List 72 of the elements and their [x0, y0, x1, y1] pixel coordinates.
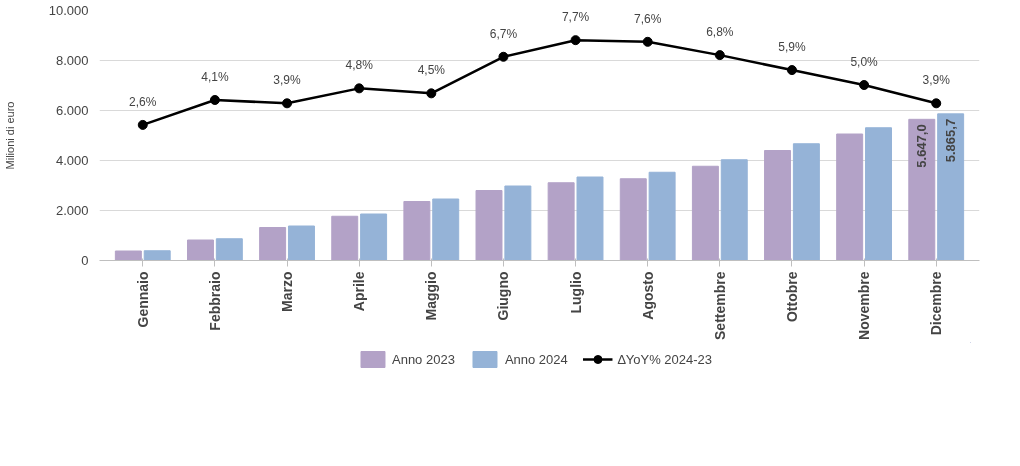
bar [865, 127, 892, 261]
x-tick-label: Maggio [423, 271, 440, 321]
data-label: 5.647,0 [914, 124, 930, 168]
point [137, 119, 148, 130]
bar [691, 165, 719, 261]
bar [792, 143, 820, 261]
legend-label: ∆YoY% 2024-23 [617, 351, 713, 367]
data-label: 7,6% [634, 11, 662, 26]
data-label: 5,9% [778, 40, 806, 55]
bar [547, 182, 575, 261]
bar [764, 150, 792, 261]
data-label: 7,7% [561, 10, 590, 25]
data-label: 5.865,7 [943, 118, 959, 163]
bar [576, 176, 604, 261]
point [354, 83, 365, 94]
point [282, 98, 293, 109]
data-label: 4,8% [345, 58, 374, 73]
bar [475, 190, 503, 261]
data-label: 6,7% [489, 26, 518, 41]
legend-label: Anno 2024 [504, 351, 568, 367]
y-tick-label: 10.000 [48, 3, 89, 18]
bar [648, 171, 676, 261]
bar [403, 201, 431, 261]
bar [331, 215, 359, 261]
bar [114, 250, 142, 261]
x-tick-label: Agosto [639, 271, 656, 320]
point [786, 65, 797, 76]
x-tick-label: Settembre [711, 271, 728, 340]
data-label: 2,6% [129, 94, 157, 109]
bar [259, 227, 287, 261]
point [642, 36, 653, 47]
y-tick-label: 2.000 [55, 203, 89, 218]
y-tick-label: 4.000 [55, 153, 89, 168]
point [498, 51, 509, 62]
y-axis-title: Milioni di euro [3, 101, 16, 170]
point [859, 80, 870, 91]
bar [187, 239, 214, 261]
data-label: 6,8% [706, 25, 734, 40]
point [931, 98, 942, 109]
bar [143, 250, 171, 261]
bar [504, 185, 532, 261]
bar [215, 238, 243, 261]
y-tick-label: 6.000 [55, 103, 89, 118]
data-label: 5,0% [850, 55, 879, 70]
x-tick-label: Novembre [856, 271, 873, 340]
x-tick-label: Dicembre [928, 271, 945, 336]
point [209, 94, 220, 105]
bar [432, 198, 460, 261]
x-tick-label: Ottobre [783, 271, 800, 323]
bar [908, 118, 936, 261]
bar [619, 178, 647, 261]
y-tick-label: 0 [81, 253, 89, 268]
bar [937, 113, 965, 261]
bar [287, 225, 315, 261]
point [714, 50, 725, 61]
x-tick-label: Giugno [495, 271, 512, 321]
bar [360, 213, 388, 261]
bar [720, 159, 748, 261]
data-label: 4,1% [201, 69, 229, 84]
data-label: 3,9% [273, 73, 302, 88]
point [570, 35, 581, 46]
legend-label: Anno 2023 [391, 351, 455, 367]
x-tick-label: Marzo [279, 271, 296, 312]
data-label: 3,9% [922, 73, 951, 88]
x-tick-label: Aprile [351, 271, 368, 312]
x-tick-label: Febbraio [206, 271, 223, 331]
y-tick-label: 8.000 [55, 53, 89, 68]
data-label: 4,5% [417, 63, 446, 78]
bar [836, 133, 864, 261]
x-tick-label: Gennaio [134, 271, 151, 328]
x-tick-label: Luglio [567, 271, 584, 314]
point [426, 88, 437, 99]
